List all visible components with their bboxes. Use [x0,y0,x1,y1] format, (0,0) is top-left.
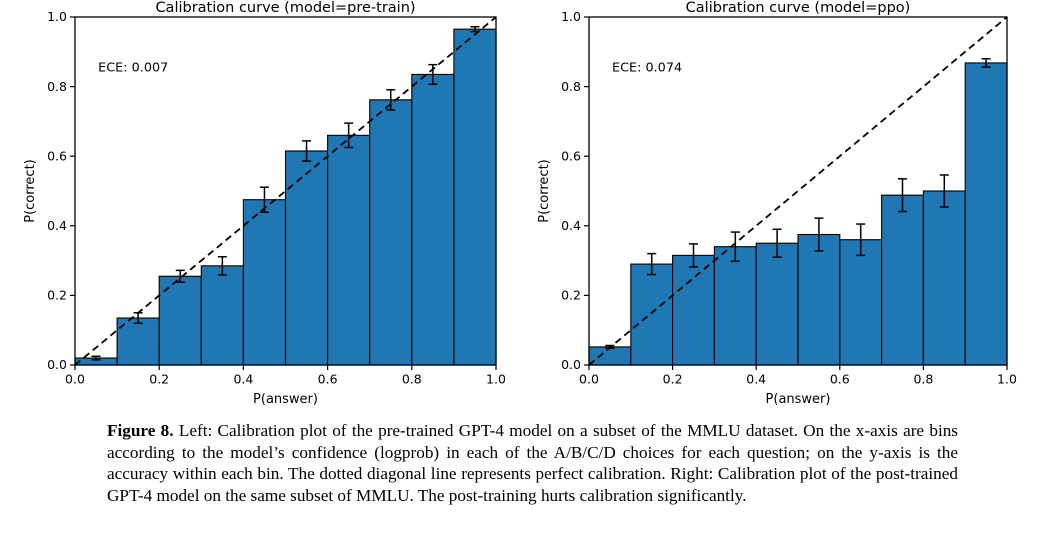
x-tick-label: 0.2 [663,372,683,387]
calibration-bar [588,346,632,366]
x-tick-label: 1.0 [997,372,1017,387]
calibration-bar [964,62,1008,366]
y-tick-label: 0.8 [561,79,581,94]
y-tick-label: 1.0 [47,9,67,24]
x-tick-label: 0.4 [746,372,766,387]
calibration-bar [881,194,924,366]
calibration-chart-pretrain: 0.0 0.2 0.4 0.6 0.8 1.0 0.0 0.2 0.4 0.6 0.8 1.0 Cali… [23,0,506,407]
x-axis-label: P(answer) [253,392,318,407]
y-tick-label: 0.2 [47,288,67,303]
calibration-bar [284,150,329,366]
calibration-bar [200,265,244,366]
calibration-bar [755,242,799,366]
calibration-chart-ppo: 0.0 0.2 0.4 0.6 0.8 1.0 0.0 0.2 0.4 0.6 0.8 1.0 Cali… [537,0,1017,407]
plot-box [74,16,497,366]
y-tick-label: 0.2 [561,288,581,303]
chart-title: Calibration curve (model=ppo) [686,0,911,16]
calibration-bar [797,233,841,366]
x-tick-label: 0.6 [318,372,338,387]
x-tick-label: 0.0 [65,372,85,387]
figure-caption-text: Left: Calibration plot of the pre-traine… [107,421,958,505]
calibration-bar [630,263,674,366]
y-tick-label: 0.8 [47,79,67,94]
x-tick-label: 1.0 [486,372,506,387]
plot-box [588,16,1008,366]
perfect-calibration-line [588,16,1008,366]
y-tick-label: 0.0 [561,357,581,372]
x-tick-label: 0.4 [233,372,253,387]
calibration-bar [672,254,715,366]
chart-title: Calibration curve (model=pre-train) [155,0,415,16]
figure-caption: Figure 8. Left: Calibration plot of the … [107,420,958,506]
x-tick-label: 0.2 [149,372,169,387]
x-tick-label: 0.6 [830,372,850,387]
x-axis-label: P(answer) [766,392,831,407]
calibration-bar [369,99,413,366]
calibration-bar [411,73,455,366]
y-tick-label: 0.6 [561,148,581,163]
y-tick-label: 0.6 [47,148,67,163]
y-tick-label: 1.0 [561,9,581,24]
x-tick-label: 0.0 [579,372,599,387]
y-tick-label: 0.4 [47,218,67,233]
calibration-bar [327,134,371,366]
ece-annotation: ECE: 0.074 [612,60,682,75]
calibration-bar [922,190,966,366]
y-axis-label: P(correct) [23,159,38,223]
x-tick-label: 0.8 [913,372,933,387]
x-tick-label: 0.8 [402,372,422,387]
perfect-calibration-line [74,16,497,366]
calibration-bar [242,199,287,366]
y-tick-label: 0.4 [561,218,581,233]
calibration-bar [453,28,497,366]
calibration-bar [713,246,757,366]
y-axis-label: P(correct) [537,159,552,223]
ece-annotation: ECE: 0.007 [98,60,168,75]
figure-label: Figure 8. [107,421,174,440]
y-tick-label: 0.0 [47,357,67,372]
calibration-bar [839,239,883,366]
